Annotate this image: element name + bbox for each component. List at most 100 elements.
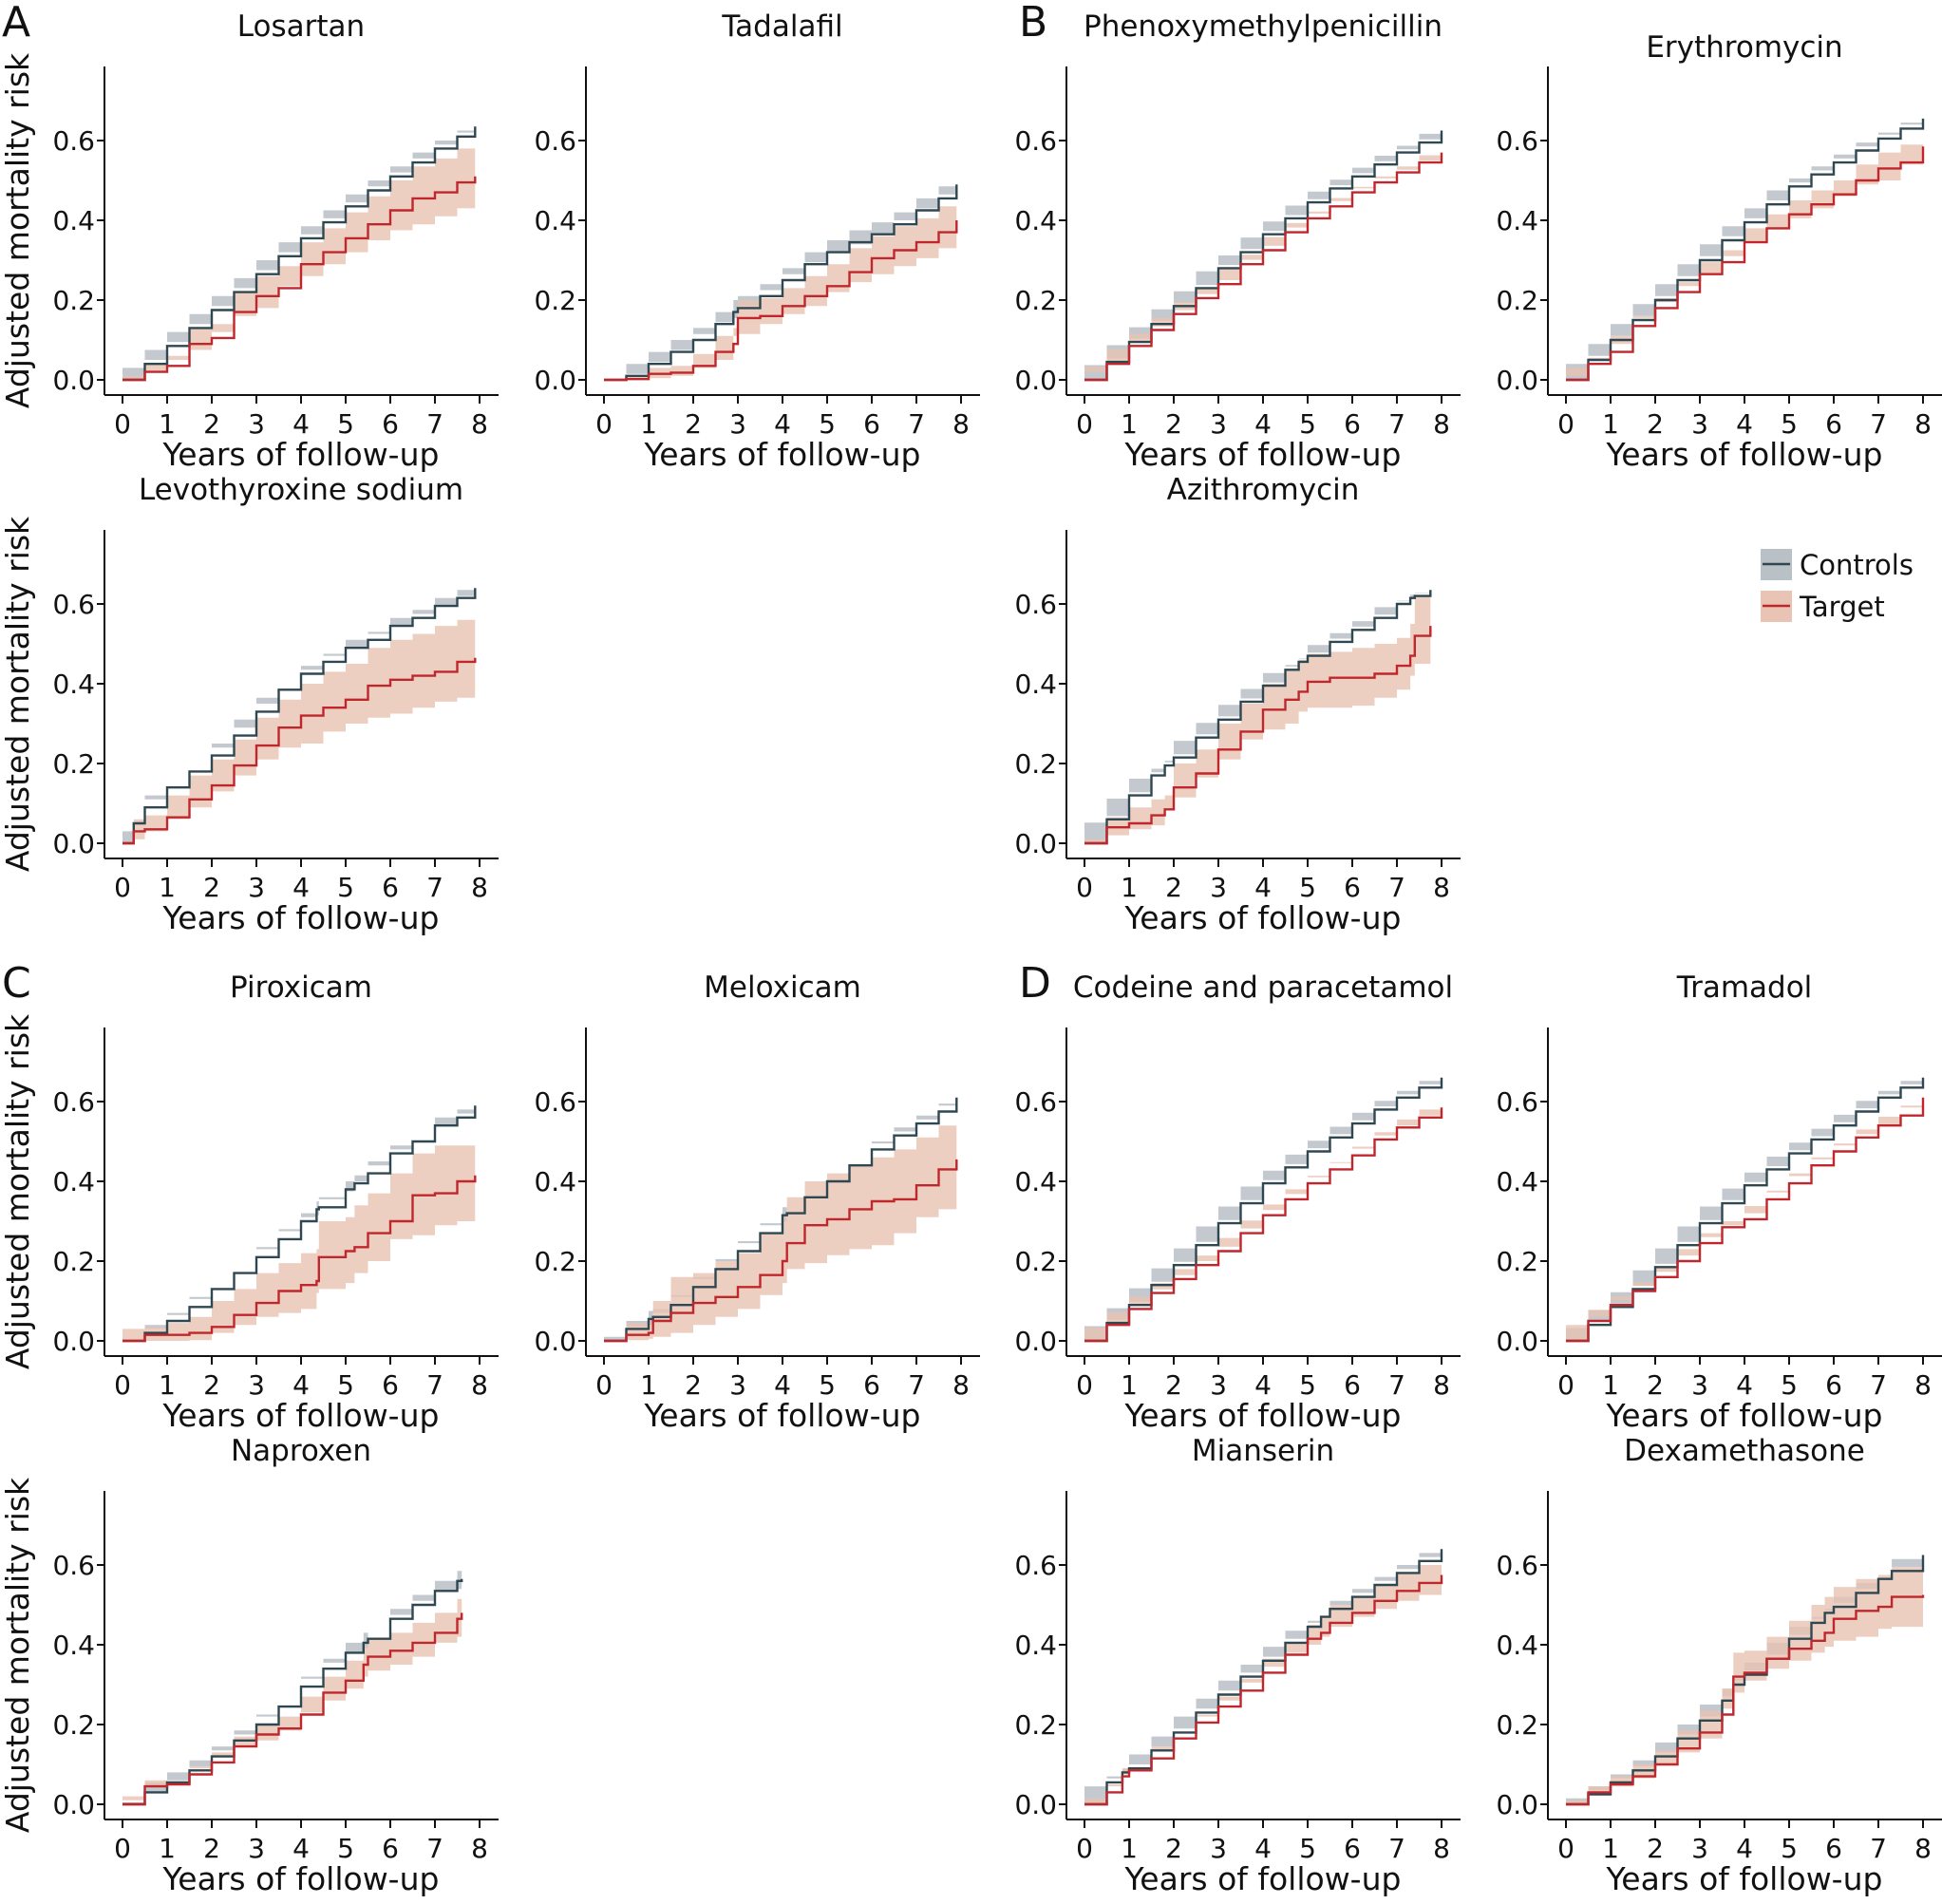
x-tick-label: 8 <box>1433 408 1450 440</box>
x-tick-label: 4 <box>774 408 791 440</box>
target-line <box>1084 152 1443 382</box>
y-tick-label: 0.4 <box>1014 205 1057 236</box>
controls-line <box>123 588 477 845</box>
y-axis-label: Adjusted mortality risk <box>0 1013 36 1369</box>
x-tick-label: 7 <box>908 1369 925 1401</box>
controls-line <box>123 1105 477 1343</box>
controls-ci-band <box>123 123 476 380</box>
controls-line <box>604 184 958 382</box>
panel-meloxicam: Meloxicam 0.0 0.2 0.4 0.6 0 1 2 3 4 5 6 7 8 Years of f… <box>534 971 980 1434</box>
x-tick-label: 1 <box>1602 1833 1619 1864</box>
panel-levothyroxine-sodium: Levothyroxine sodium 0.0 0.2 0.4 0.6 0 1 2 3 4 5 6 7… <box>0 473 499 936</box>
target-ci-band <box>604 1113 957 1341</box>
controls-line <box>1084 1549 1443 1806</box>
y-tick-label: 0.4 <box>534 205 576 236</box>
x-tick-label: 1 <box>159 1833 176 1864</box>
target-ci-band <box>123 141 476 380</box>
x-axis-label: Years of follow-up <box>162 1397 440 1434</box>
target-ci-band <box>1084 595 1431 843</box>
y-tick-label: 0.6 <box>1014 1086 1057 1118</box>
y-tick-label: 0.6 <box>52 1550 95 1581</box>
y-tick-label: 0.4 <box>1014 669 1057 700</box>
y-tick-label: 0.6 <box>534 1086 576 1118</box>
y-tick-label: 0.0 <box>1496 1326 1538 1357</box>
target-line <box>123 176 477 382</box>
y-tick-label: 0.0 <box>1014 1326 1057 1357</box>
x-tick-label: 5 <box>1299 1369 1316 1401</box>
x-tick-label: 1 <box>640 1369 657 1401</box>
panel-title: Azithromycin <box>1167 473 1360 507</box>
x-tick-label: 4 <box>1736 408 1753 440</box>
x-tick-label: 5 <box>337 1833 354 1864</box>
panel-tramadol: Tramadol 0.0 0.2 0.4 0.6 0 1 2 3 4 5 6 7 8 Years of fo… <box>1496 971 1942 1434</box>
x-tick-label: 7 <box>426 872 443 903</box>
x-tick-label: 4 <box>292 1369 310 1401</box>
y-tick-label: 0.2 <box>534 1246 576 1277</box>
x-tick-label: 2 <box>203 408 220 440</box>
x-tick-label: 7 <box>1870 1369 1887 1401</box>
x-tick-label: 8 <box>471 408 488 440</box>
y-tick-label: 0.4 <box>52 1630 95 1661</box>
panel-title: Erythromycin <box>1646 30 1842 65</box>
x-tick-label: 1 <box>1121 872 1138 903</box>
x-tick-label: 0 <box>1076 1369 1093 1401</box>
y-tick-label: 0.4 <box>1496 205 1538 236</box>
x-tick-label: 7 <box>1388 1369 1405 1401</box>
x-tick-label: 3 <box>1210 872 1227 903</box>
y-tick-label: 0.4 <box>52 205 95 236</box>
target-ci-band <box>1566 1087 1923 1341</box>
x-tick-label: 1 <box>1602 408 1619 440</box>
x-tick-label: 6 <box>1825 1369 1842 1401</box>
panel-phenoxymethylpenicillin: Phenoxymethylpenicillin 0.0 0.2 0.4 0.6 0 1 2 3 4… <box>1014 9 1461 473</box>
x-tick-label: 6 <box>382 1369 399 1401</box>
y-tick-label: 0.6 <box>1496 1086 1538 1118</box>
x-tick-label: 5 <box>819 1369 836 1401</box>
x-tick-label: 0 <box>1557 408 1574 440</box>
x-tick-label: 3 <box>1210 408 1227 440</box>
x-tick-label: 7 <box>1870 408 1887 440</box>
panel-mianserin: Mianserin 0.0 0.2 0.4 0.6 0 1 2 3 4 5 6 7 8 Years of f… <box>1014 1434 1461 1897</box>
x-tick-label: 8 <box>1914 1369 1932 1401</box>
x-tick-label: 1 <box>1121 408 1138 440</box>
x-tick-label: 6 <box>1344 1833 1361 1864</box>
panel-losartan: Losartan 0.0 0.2 0.4 0.6 0 1 2 3 4 5 6 7 8 Years of fo… <box>0 9 499 473</box>
x-tick-label: 8 <box>952 1369 970 1401</box>
x-tick-label: 2 <box>203 1369 220 1401</box>
panel-title: Losartan <box>237 9 365 44</box>
panel-title: Levothyroxine sodium <box>139 473 463 507</box>
x-tick-label: 2 <box>1647 1369 1664 1401</box>
panel-title: Mianserin <box>1192 1434 1334 1468</box>
controls-ci-band <box>123 1569 462 1804</box>
x-tick-label: 1 <box>640 408 657 440</box>
y-tick-label: 0.4 <box>1496 1166 1538 1197</box>
x-tick-label: 0 <box>1076 872 1093 903</box>
target-line <box>1566 1097 1925 1343</box>
x-tick-label: 4 <box>1254 1833 1272 1864</box>
x-tick-label: 2 <box>203 1833 220 1864</box>
x-tick-label: 6 <box>1344 1369 1361 1401</box>
x-tick-label: 5 <box>337 408 354 440</box>
y-axis-label: Adjusted mortality risk <box>0 516 36 872</box>
x-tick-label: 6 <box>863 408 880 440</box>
panel-piroxicam: Piroxicam 0.0 0.2 0.4 0.6 0 1 2 3 4 5 6 7 8 Years of f… <box>0 971 499 1434</box>
y-tick-label: 0.6 <box>1496 1550 1538 1581</box>
y-tick-label: 0.0 <box>52 365 95 396</box>
x-tick-label: 0 <box>114 1369 131 1401</box>
y-tick-label: 0.6 <box>1014 1550 1057 1581</box>
legend-label: Controls <box>1800 549 1914 581</box>
group-labels: A B C D <box>2 0 1051 1008</box>
x-tick-label: 4 <box>1254 872 1272 903</box>
y-tick-label: 0.4 <box>1014 1630 1057 1661</box>
x-axis-label: Years of follow-up <box>1124 1860 1402 1897</box>
x-tick-label: 3 <box>1691 1369 1708 1401</box>
y-tick-label: 0.0 <box>1014 365 1057 396</box>
x-tick-label: 2 <box>1165 408 1182 440</box>
x-tick-label: 7 <box>426 1369 443 1401</box>
x-tick-label: 4 <box>1736 1833 1753 1864</box>
controls-line <box>604 1097 958 1343</box>
x-tick-label: 2 <box>203 872 220 903</box>
panel-azithromycin: Azithromycin 0.0 0.2 0.4 0.6 0 1 2 3 4 5 6 7 8 Years o… <box>1014 473 1461 936</box>
x-tick-label: 6 <box>1825 408 1842 440</box>
panel-title: Codeine and paracetamol <box>1073 971 1453 1005</box>
